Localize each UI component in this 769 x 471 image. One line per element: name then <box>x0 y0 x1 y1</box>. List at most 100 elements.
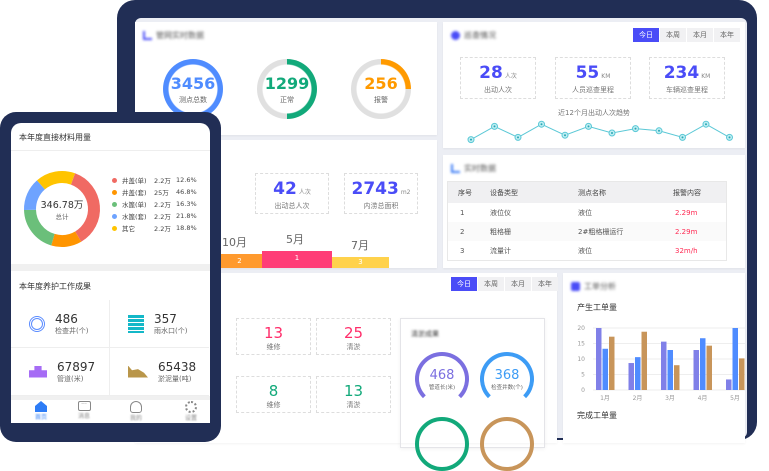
pie-chart-icon <box>571 282 580 291</box>
bar-chart-icon <box>143 31 152 40</box>
table-cell: 液位 <box>578 246 592 255</box>
trend-title: 近12个月出动人次趋势 <box>558 109 630 117</box>
legend-amount: 2.2万 <box>154 225 171 233</box>
stat-value: 55 <box>575 63 600 83</box>
legend-amount: 2.2万 <box>154 201 171 209</box>
nav-home[interactable]: 首页 <box>16 401 66 421</box>
nav-label: 我的 <box>129 415 142 422</box>
panel-title: 管网实时数据 <box>156 31 204 40</box>
y-tick-label: 15 <box>577 341 585 348</box>
patrol-panel: 巡查情况 今日 本周 本月 本年 28 人次 出动人次 55 KM 人员巡查里程 234 KM 车… <box>443 22 745 148</box>
total-value: 346.78万 <box>40 200 84 211</box>
result-sludge: 65438 淤泥量(吨) <box>110 348 209 396</box>
result-label: 雨水口(个) <box>154 326 188 335</box>
donut-slice <box>51 231 82 247</box>
stat-value: 2743 <box>351 179 399 199</box>
tab-today[interactable]: 今日 <box>451 277 477 291</box>
tab-week[interactable]: 本周 <box>478 277 504 291</box>
work-order-panel: 工单分析 产生工单量 0 5 10 15 20 1月 2月 3月 4月 5月 完成工单量 <box>563 273 745 443</box>
box-value: 8 <box>268 382 279 400</box>
user-icon <box>130 401 142 413</box>
table-cell: 32m/h <box>675 246 698 255</box>
pipe-length-gauge: 468 管道长(米) <box>415 352 469 406</box>
nav-messages[interactable]: ··· 消息 <box>59 401 109 420</box>
bar <box>596 328 602 390</box>
chart-title: 完成工单量 <box>577 411 617 420</box>
stat-vehicle-mileage: 234 KM 车辆巡查里程 <box>649 57 725 99</box>
x-tick-label: 1月 <box>600 395 610 402</box>
stat-unit: KM <box>701 73 711 80</box>
column-header: 设备类型 <box>490 182 578 203</box>
pipe-icon <box>29 365 47 378</box>
stat-label: 出动总人次 <box>274 202 310 210</box>
pipe-realtime-panel: 管网实时数据 3456 测点总数 1299 正常 256 报警 <box>135 22 437 135</box>
tab-week[interactable]: 本周 <box>660 28 686 42</box>
stat-unit: m2 <box>400 189 411 196</box>
box-value: 25 <box>343 324 364 342</box>
donut-slice <box>24 180 46 211</box>
stat-label: 车辆巡查里程 <box>666 86 708 94</box>
gauge-ring <box>480 417 534 471</box>
nav-settings[interactable]: 设置 <box>166 401 210 422</box>
tab-today[interactable]: 今日 <box>633 28 659 42</box>
stat-total-dispatch: 42 人次 出动总人次 <box>255 173 329 214</box>
x-tick-label: 5月 <box>730 395 740 402</box>
bar <box>732 328 738 390</box>
legend-item: 水篦(单) 2.2万 16.3% <box>112 198 197 210</box>
column-header: 报警内容 <box>673 182 726 203</box>
tab-month[interactable]: 本月 <box>687 28 713 42</box>
nav-profile[interactable]: 我的 <box>111 401 161 422</box>
normal-ring: 1299 正常 <box>257 59 317 119</box>
donut-slice <box>24 209 55 246</box>
dredge-box: 25 清淤 <box>316 318 391 355</box>
gauge-label: 管道长(米) <box>428 384 456 391</box>
gauge-value: 368 <box>494 367 520 383</box>
total-points-ring: 3456 测点总数 <box>163 59 223 119</box>
tab-year[interactable]: 本年 <box>714 28 740 42</box>
bar <box>602 348 608 390</box>
realtime-data-panel: 实时数据 序号 设备类型 测点名称 报警内容 1 液位仪 液位 2.29m 2 粗格栅 2#… <box>443 155 745 268</box>
box-value: 13 <box>343 382 364 400</box>
bar <box>628 363 634 390</box>
bar <box>726 379 732 390</box>
legend-name: 井盖(套) <box>122 189 147 197</box>
work-order-bar-chart: 0 5 10 15 20 1月 2月 3月 4月 5月 <box>577 325 745 402</box>
ring-value: 1299 <box>264 73 310 93</box>
legend-pct: 16.3% <box>176 200 197 208</box>
bar <box>674 365 680 390</box>
tab-year[interactable]: 本年 <box>532 277 558 291</box>
table-cell: 1 <box>460 208 465 217</box>
sludge-icon <box>128 365 148 378</box>
materials-donut-chart <box>24 171 100 247</box>
y-tick-label: 20 <box>577 325 585 332</box>
total-label: 总计 <box>55 213 69 221</box>
panel-title: 实时数据 <box>464 164 496 173</box>
table-cell: 3 <box>460 246 465 255</box>
rank-bar: 1 <box>262 251 332 268</box>
dashboard-screen: 管网实时数据 3456 测点总数 1299 正常 256 报警 巡查情况 今日 本周 本月… <box>135 18 747 471</box>
repair-box: 13 维修 <box>236 318 311 355</box>
box-label: 维修 <box>266 401 281 409</box>
tab-month[interactable]: 本月 <box>505 277 531 291</box>
legend-pct: 46.8% <box>176 188 197 196</box>
legend-dot <box>112 225 117 231</box>
table-cell: 2 <box>448 222 490 241</box>
result-label: 淤泥量(吨) <box>158 374 192 383</box>
ring-value: 256 <box>364 73 398 93</box>
legend-name: 水篦(单) <box>122 201 147 209</box>
bar-month-label: 10月 <box>222 236 247 249</box>
grate-icon <box>128 314 144 333</box>
x-tick-label: 2月 <box>633 395 643 402</box>
legend-item: 井盖(单) 2.2万 12.6% <box>112 174 197 186</box>
y-tick-label: 0 <box>581 387 585 394</box>
legend-item: 井盖(套) 25万 46.8% <box>112 186 197 198</box>
box-label: 清淤 <box>346 343 361 351</box>
dredge-box: 13 清淤 <box>316 376 391 413</box>
stat-unit: KM <box>601 73 611 80</box>
legend-item: 水篦(套) 2.2万 21.8% <box>112 210 197 222</box>
donut-slice <box>36 171 76 190</box>
column-header: 序号 <box>448 182 490 203</box>
panel-title: 工单分析 <box>584 282 616 291</box>
y-tick-label: 5 <box>581 372 585 379</box>
legend-pct: 21.8% <box>176 212 197 220</box>
